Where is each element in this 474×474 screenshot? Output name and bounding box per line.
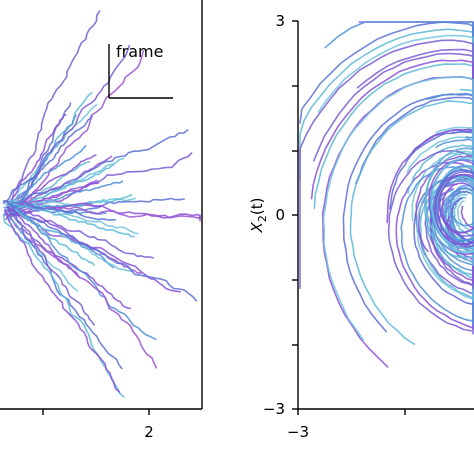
left-trajectory-line bbox=[2, 180, 124, 216]
right-attractor-orbit bbox=[425, 147, 474, 254]
right-ytick-label: −3 bbox=[263, 400, 285, 418]
right-attractor-orbit bbox=[434, 171, 474, 248]
left-trajectory-line bbox=[7, 202, 157, 341]
left-trajectory-line bbox=[7, 129, 189, 205]
left-trajectory-line bbox=[4, 210, 121, 393]
left-trajectory-line bbox=[3, 216, 125, 398]
left-trajectory-line bbox=[6, 201, 123, 370]
left-trajectory-line bbox=[2, 199, 117, 221]
right-attractor-orbit bbox=[437, 173, 474, 245]
left-trajectory-line bbox=[9, 207, 198, 302]
left-trajectory-line bbox=[7, 113, 67, 206]
left-trajectory-line bbox=[6, 206, 132, 310]
frame-annotation-label: frame bbox=[116, 42, 163, 61]
left-trajectories bbox=[2, 10, 201, 398]
left-trajectory-line bbox=[9, 10, 101, 203]
left-trajectory-line bbox=[8, 201, 135, 238]
right-attractor-orbit bbox=[449, 184, 474, 227]
right-ylabel: X2(t) bbox=[248, 198, 269, 234]
left-trajectory-line bbox=[11, 145, 87, 204]
left-trajectory-line bbox=[6, 204, 95, 266]
right-attractor-orbit bbox=[423, 152, 474, 259]
right-ytick-label: 0 bbox=[275, 206, 285, 224]
left-trajectory-line bbox=[10, 206, 181, 293]
left-trajectory-line bbox=[7, 205, 95, 326]
right-attractor-orbit bbox=[430, 156, 474, 250]
left-panel: frame 2 bbox=[0, 0, 203, 441]
left-trajectory-line bbox=[6, 179, 98, 208]
left-xtick-label: 2 bbox=[144, 423, 154, 441]
left-trajectory-line bbox=[11, 206, 201, 220]
right-attractor-orbit bbox=[441, 182, 474, 234]
right-trajectories bbox=[299, 21, 474, 368]
right-trajectory-line bbox=[322, 76, 474, 341]
right-trajectory-line bbox=[317, 34, 474, 303]
right-ytick-label: 3 bbox=[275, 12, 285, 30]
right-xtick-label: −3 bbox=[287, 423, 309, 441]
left-trajectory-line bbox=[2, 114, 93, 204]
left-trajectory-line bbox=[7, 216, 79, 292]
left-trajectory-line bbox=[7, 103, 98, 211]
right-panel: 3 0 −3 −3 X2(t) bbox=[248, 12, 474, 441]
